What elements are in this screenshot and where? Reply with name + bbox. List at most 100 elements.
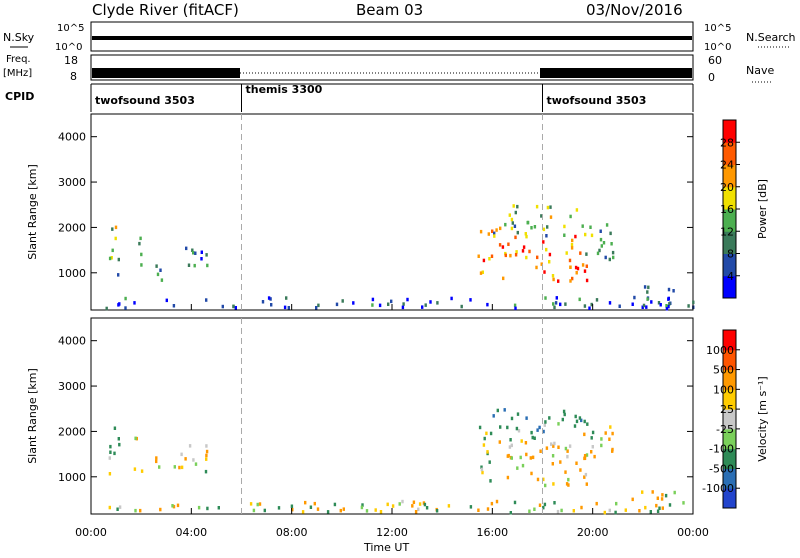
data-cell xyxy=(567,477,570,482)
data-cell xyxy=(522,245,526,249)
data-cell xyxy=(503,408,506,412)
nave-label: Nave xyxy=(746,64,774,77)
x-tick-label: 08:00 xyxy=(276,526,308,539)
data-cell xyxy=(571,238,574,243)
data-cell xyxy=(178,465,181,470)
data-cell xyxy=(510,443,513,448)
data-cell xyxy=(578,416,582,420)
colorbar-segment xyxy=(723,369,736,390)
data-cell xyxy=(563,224,566,229)
data-cell xyxy=(185,246,188,251)
cpid-label: CPID xyxy=(5,90,34,103)
data-cell xyxy=(550,442,553,446)
freq-right-tick-bottom: 0 xyxy=(708,71,715,84)
data-cell xyxy=(658,506,661,510)
data-cell xyxy=(155,456,158,460)
data-cell xyxy=(638,509,641,513)
data-cell xyxy=(609,425,612,429)
colorbar-tick-label: 500 xyxy=(713,364,734,377)
data-cell xyxy=(549,205,552,209)
data-cell xyxy=(342,507,345,511)
data-cell xyxy=(552,302,555,306)
data-cell xyxy=(138,241,141,246)
data-cell xyxy=(581,224,584,228)
data-cell xyxy=(580,418,583,423)
data-cell xyxy=(614,510,617,515)
data-cell xyxy=(584,472,588,477)
data-cell xyxy=(682,501,685,505)
data-cell xyxy=(649,510,652,514)
data-cell xyxy=(563,233,566,237)
data-cell xyxy=(573,424,577,428)
data-cell xyxy=(514,235,517,240)
freq-left-label-2: [MHz] xyxy=(3,68,32,79)
data-cell xyxy=(512,204,515,208)
data-cell xyxy=(572,509,575,513)
data-cell xyxy=(173,465,176,469)
data-cell xyxy=(673,490,676,495)
data-cell xyxy=(644,505,647,510)
data-cell xyxy=(526,220,530,225)
data-cell xyxy=(176,503,180,508)
colorbar-segment xyxy=(723,275,736,299)
data-cell xyxy=(317,303,320,308)
data-cell xyxy=(583,456,586,461)
colorbar-frame xyxy=(722,329,737,509)
data-cell xyxy=(565,482,569,486)
data-cell xyxy=(555,296,558,300)
data-cell xyxy=(525,452,528,457)
data-cell xyxy=(530,471,533,476)
data-cell xyxy=(540,262,543,266)
data-cell xyxy=(593,454,596,459)
data-cell xyxy=(479,271,483,275)
freq-panel-frame xyxy=(90,54,694,81)
data-cell xyxy=(520,439,523,443)
colorbar-tick-label: -500 xyxy=(709,462,734,475)
data-cell xyxy=(530,430,533,435)
data-cell xyxy=(515,426,519,431)
data-cell xyxy=(556,509,560,514)
data-cell xyxy=(645,305,648,309)
data-cell xyxy=(436,301,439,305)
station-title: Clyde River (fitACF) xyxy=(92,1,239,19)
freq-left-label-1: Freq. xyxy=(6,54,31,65)
data-cell xyxy=(611,250,615,255)
data-cell xyxy=(508,213,511,217)
data-cell xyxy=(499,226,502,231)
data-cell xyxy=(371,297,375,302)
data-cell xyxy=(139,236,142,241)
colorbar-tick-label: 25 xyxy=(720,403,734,416)
data-cell xyxy=(507,453,510,458)
data-cell xyxy=(504,253,507,258)
data-cell xyxy=(139,508,142,513)
data-cell xyxy=(672,289,675,293)
data-cell xyxy=(524,441,528,445)
data-cell xyxy=(507,242,510,246)
data-cell xyxy=(117,303,120,307)
data-cell xyxy=(509,511,512,515)
data-cell xyxy=(646,297,649,301)
data-cell xyxy=(232,304,235,309)
data-cell xyxy=(482,443,486,447)
data-cell xyxy=(417,507,420,512)
data-cell xyxy=(586,422,589,426)
colorbar-tick-label: 16 xyxy=(720,203,734,216)
data-cell xyxy=(108,505,111,510)
data-cell xyxy=(557,422,560,426)
data-cell xyxy=(544,483,547,488)
data-cell xyxy=(180,452,183,457)
data-cell xyxy=(525,416,528,420)
data-cell xyxy=(545,446,549,450)
data-cell xyxy=(542,477,545,482)
data-cell xyxy=(486,450,489,454)
cpid-segment-label: twofsound 3503 xyxy=(95,94,195,107)
data-cell xyxy=(495,499,499,504)
data-cell xyxy=(493,234,496,238)
data-cell xyxy=(116,507,119,511)
colorbar-tick-label: 4 xyxy=(727,270,734,283)
data-cell xyxy=(379,510,383,514)
data-cell xyxy=(341,299,344,303)
data-cell xyxy=(339,508,342,513)
